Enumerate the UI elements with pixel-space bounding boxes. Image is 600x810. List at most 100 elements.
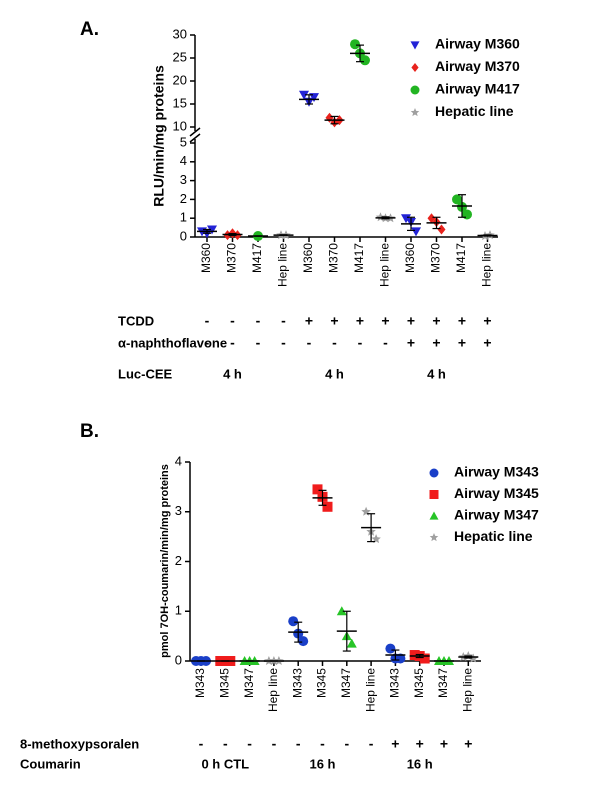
row-sign: - <box>223 736 228 752</box>
data-point <box>468 653 479 663</box>
row-sign: + <box>483 335 491 351</box>
x-tick-label: M345 <box>315 668 329 698</box>
row-sign: - <box>369 736 374 752</box>
x-tick-label: M370 <box>429 243 443 273</box>
error-bar <box>294 621 303 643</box>
time-label: 4 h <box>223 366 242 381</box>
row-label: Luc-CEE <box>118 366 173 381</box>
legend-label: Airway M360 <box>435 36 520 52</box>
time-label: 16 h <box>407 756 433 771</box>
error-bar <box>305 94 313 105</box>
legend-label: Airway M343 <box>454 464 539 480</box>
legend-label: Airway M347 <box>454 507 539 523</box>
y-tick-label: 2 <box>180 191 187 206</box>
row-sign: + <box>381 313 389 329</box>
x-tick-label: Hep line <box>276 243 290 287</box>
x-tick-label: Hep line <box>460 668 474 712</box>
axis-break <box>189 133 201 143</box>
legend-label: Airway M370 <box>435 58 520 74</box>
y-tick-label: 1 <box>175 603 182 618</box>
data-point <box>429 490 439 499</box>
x-tick-label: M343 <box>290 668 304 698</box>
row-label: Coumarin <box>20 756 81 771</box>
data-point <box>371 534 381 544</box>
error-bar <box>432 216 441 230</box>
y-axis-label: RLU/min/mg proteins <box>151 65 167 207</box>
x-tick-label: M347 <box>242 668 256 698</box>
x-tick-label: Hep line <box>363 668 377 712</box>
data-point <box>312 484 323 495</box>
panel-label: B. <box>80 421 99 442</box>
error-bar <box>356 44 364 63</box>
x-tick-label: Hep line <box>266 668 280 712</box>
time-label: 4 h <box>325 366 344 381</box>
row-sign: - <box>296 736 301 752</box>
row-sign: + <box>391 736 399 752</box>
data-point <box>410 41 420 50</box>
error-bar <box>415 653 424 659</box>
x-tick-label: M417 <box>352 243 366 273</box>
row-sign: - <box>230 335 235 351</box>
time-label: 4 h <box>427 366 446 381</box>
x-tick-label: M345 <box>217 668 231 698</box>
x-tick-label: M347 <box>339 668 353 698</box>
row-sign: - <box>247 736 252 752</box>
row-sign: - <box>199 736 204 752</box>
y-tick-label: 0 <box>180 228 187 243</box>
error-bar <box>464 655 473 659</box>
row-sign: + <box>330 313 338 329</box>
y-tick-label: 10 <box>173 118 187 133</box>
y-tick-label: 2 <box>175 553 182 568</box>
x-tick-label: M360 <box>199 243 213 273</box>
time-label: 16 h <box>309 756 335 771</box>
row-sign: - <box>205 313 210 329</box>
x-tick-label: M360 <box>301 243 315 273</box>
x-tick-label: M370 <box>225 243 239 273</box>
x-tick-label: M343 <box>388 668 402 698</box>
row-sign: - <box>281 335 286 351</box>
row-sign: - <box>256 313 261 329</box>
legend-label: Hepatic line <box>435 103 514 119</box>
row-sign: + <box>483 313 491 329</box>
row-sign: - <box>358 335 363 351</box>
data-point <box>207 225 217 235</box>
row-sign: - <box>205 335 210 351</box>
x-tick-label: M345 <box>412 668 426 698</box>
x-tick-label: M360 <box>403 243 417 273</box>
data-point <box>288 616 299 627</box>
y-tick-label: 15 <box>173 95 187 110</box>
y-tick-label: 3 <box>180 172 187 187</box>
data-point <box>395 653 406 664</box>
row-sign: - <box>332 335 337 351</box>
data-point <box>360 55 370 66</box>
data-point <box>336 606 347 616</box>
error-bar <box>381 216 390 220</box>
error-bar <box>203 228 211 234</box>
row-label: α-naphthoflavone <box>118 335 227 350</box>
row-sign: + <box>458 335 466 351</box>
row-sign: + <box>458 313 466 329</box>
data-point <box>452 194 462 205</box>
axis-break <box>189 127 201 137</box>
row-sign: - <box>383 335 388 351</box>
row-sign: + <box>356 313 364 329</box>
data-point <box>410 85 420 95</box>
time-label: 0 h CTL <box>201 756 249 771</box>
data-point <box>437 224 446 235</box>
y-tick-label: 4 <box>175 453 182 468</box>
error-bar <box>391 649 400 661</box>
error-bar <box>342 610 351 652</box>
row-sign: - <box>256 335 261 351</box>
data-point <box>429 511 439 520</box>
y-tick-label: 5 <box>180 134 187 149</box>
data-point <box>401 214 411 224</box>
row-sign: + <box>432 335 440 351</box>
y-tick-label: 20 <box>173 72 187 87</box>
error-bar <box>367 513 376 543</box>
error-bar <box>330 115 339 125</box>
data-point <box>427 213 436 224</box>
x-tick-label: Hep line <box>480 243 494 287</box>
data-point <box>298 636 309 647</box>
y-tick-label: 30 <box>173 26 187 41</box>
